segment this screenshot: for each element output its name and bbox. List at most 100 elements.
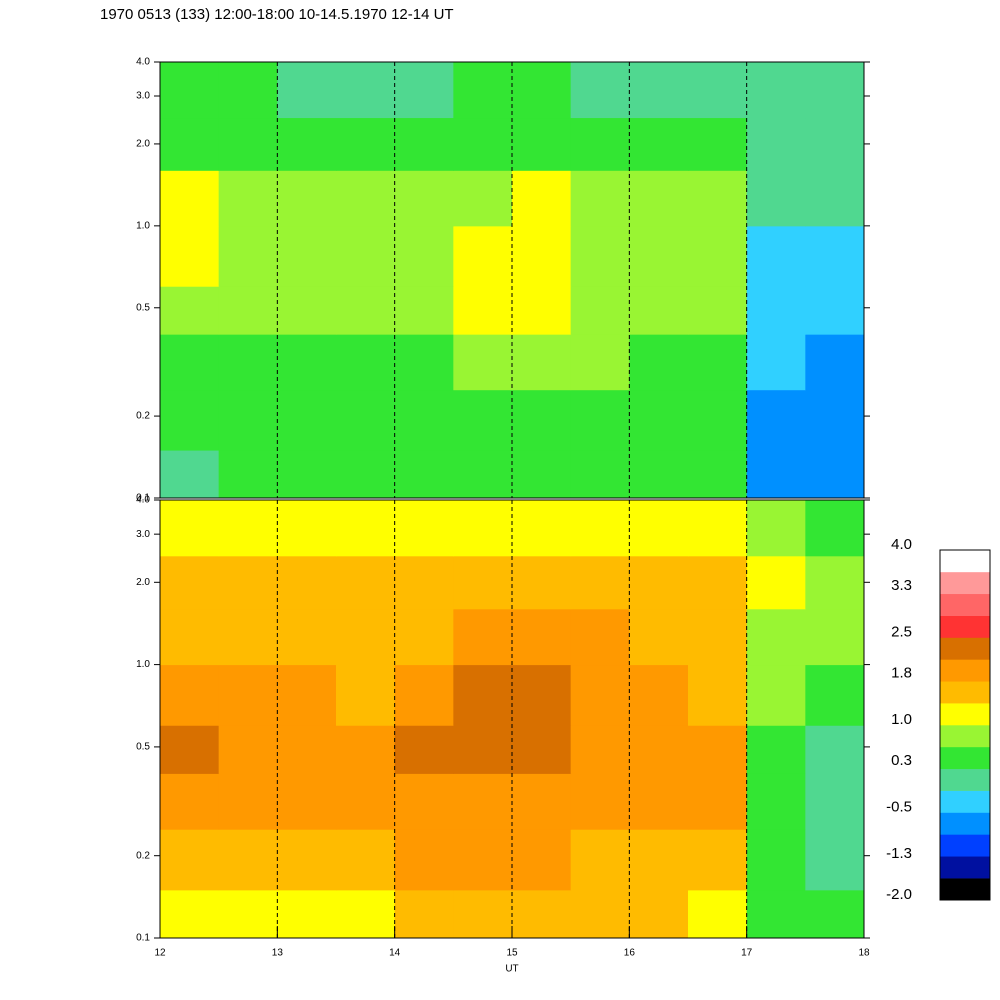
colorbar-tick-label: -0.5 [886, 798, 912, 815]
heatmap-cell [160, 117, 220, 171]
heatmap-cell [746, 555, 806, 610]
heatmap-cell [805, 225, 865, 287]
heatmap-cell [746, 450, 806, 499]
heatmap-cell [805, 773, 865, 830]
heatmap-cell [512, 829, 572, 891]
heatmap-cell [160, 608, 220, 666]
heatmap-cell [512, 170, 572, 227]
heatmap-cell [277, 889, 337, 939]
colorbar-segment [940, 856, 990, 879]
heatmap-cell [160, 450, 220, 499]
heatmap-cell [629, 286, 689, 335]
colorbar-segment [940, 659, 990, 682]
heatmap-cell [336, 389, 396, 451]
heatmap-cell [218, 889, 278, 939]
heatmap-cell [805, 725, 865, 774]
colorbar-segment [940, 615, 990, 638]
heatmap-cell [394, 725, 454, 774]
heatmap-cell [570, 555, 630, 610]
heatmap-cell [394, 889, 454, 939]
heatmap-cell [453, 334, 513, 391]
heatmap-cell [688, 170, 748, 227]
heatmap-cell [336, 608, 396, 666]
heatmap-cell [512, 117, 572, 171]
heatmap-cell [512, 725, 572, 774]
y-tick-label: 2.0 [136, 577, 150, 588]
heatmap-cell [629, 225, 689, 287]
heatmap-cell [336, 334, 396, 391]
y-tick-label: 1.0 [136, 659, 150, 670]
heatmap-cell [394, 608, 454, 666]
heatmap-cell [688, 725, 748, 774]
heatmap-cell [218, 225, 278, 287]
x-tick-label: 13 [272, 948, 284, 959]
colorbar-tick-label: -1.3 [886, 845, 912, 862]
heatmap-cell [746, 117, 806, 171]
heatmap-cell [277, 334, 337, 391]
heatmap-cell [688, 225, 748, 287]
heatmap-cell [160, 725, 220, 774]
heatmap-cell [629, 62, 689, 119]
heatmap-cell [277, 117, 337, 171]
heatmap-cell [746, 62, 806, 119]
colorbar-tick-label: 3.3 [891, 577, 912, 594]
colorbar-segment [940, 571, 990, 595]
heatmap-cell [805, 334, 865, 391]
colorbar-segment [940, 681, 990, 704]
heatmap-cell [688, 117, 748, 171]
heatmap-cell [570, 450, 630, 499]
colorbar-segment [940, 593, 990, 616]
heatmap-cell [160, 225, 220, 287]
heatmap-cell [218, 608, 278, 666]
heatmap-cell [160, 889, 220, 939]
heatmap-cell [570, 829, 630, 891]
heatmap-cell [512, 225, 572, 287]
heatmap-cell [218, 389, 278, 451]
colorbar-tick-label: 0.3 [891, 752, 912, 769]
heatmap-cell [629, 725, 689, 774]
colorbar-segment [940, 746, 990, 770]
heatmap-cell [394, 829, 454, 891]
heatmap-cell [218, 829, 278, 891]
heatmap-cell [394, 773, 454, 830]
heatmap-cell [688, 664, 748, 726]
heatmap-cell [160, 389, 220, 451]
heatmap-cell [277, 286, 337, 335]
heatmap-cell [160, 286, 220, 335]
heatmap-cell [688, 555, 748, 610]
heatmap-cell [570, 773, 630, 830]
heatmap-cell [453, 225, 513, 287]
heatmap-cell [746, 725, 806, 774]
heatmap-cell [453, 389, 513, 451]
heatmap-cell [277, 555, 337, 610]
heatmap-cell [746, 608, 806, 666]
heatmap-cell [277, 725, 337, 774]
colorbar-segment [940, 703, 990, 726]
heatmap-cell [688, 334, 748, 391]
chart-title: 1970 0513 (133) 12:00-18:00 10-14.5.1970… [100, 6, 454, 23]
heatmap-cell [805, 389, 865, 451]
heatmap-cell [453, 608, 513, 666]
heatmap-cell [629, 170, 689, 227]
x-tick-label: 12 [154, 948, 166, 959]
heatmap-cell [336, 450, 396, 499]
heatmap-cell [512, 286, 572, 335]
heatmap-cell [629, 117, 689, 171]
heatmap-cell [805, 286, 865, 335]
heatmap-cell [805, 117, 865, 171]
heatmap-cell [336, 725, 396, 774]
heatmap-cell [277, 773, 337, 830]
heatmap-cell [453, 450, 513, 499]
y-tick-label: 4.0 [136, 57, 150, 68]
heatmap-cell [746, 170, 806, 227]
colorbar-tick-label: 4.0 [891, 536, 912, 553]
colorbar-tick-label: 2.5 [891, 623, 912, 640]
heatmap-cell [336, 889, 396, 939]
y-tick-label: 0.2 [136, 850, 150, 861]
heatmap-cell [805, 664, 865, 726]
heatmap-cell [160, 170, 220, 227]
heatmap-cell [746, 500, 806, 557]
x-tick-label: 18 [858, 948, 870, 959]
heatmap-cell [512, 889, 572, 939]
